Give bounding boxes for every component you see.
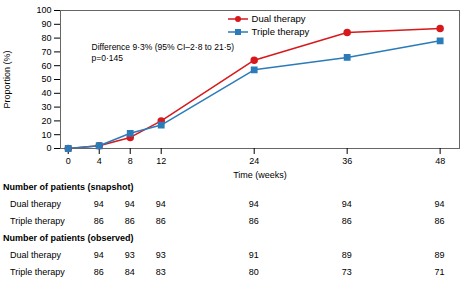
- svg-text:8: 8: [128, 156, 133, 166]
- html-text:Triple therapy: Triple therapy: [10, 216, 65, 226]
- svg-text:48: 48: [435, 156, 445, 166]
- html-text:94: 94: [124, 199, 135, 209]
- svg-text:30: 30: [41, 102, 51, 112]
- html-text:86: 86: [155, 216, 166, 226]
- html-text:Number of patients (observed): Number of patients (observed): [3, 233, 134, 243]
- html-text:94: 94: [155, 199, 166, 209]
- html-text:94: 94: [341, 199, 352, 209]
- html-text:89: 89: [434, 250, 445, 260]
- html-text:94: 94: [93, 250, 104, 260]
- html-text:94: 94: [434, 199, 445, 209]
- svg-text:24: 24: [249, 156, 259, 166]
- html-text:Number of patients (snapshot): Number of patients (snapshot): [3, 182, 134, 192]
- html-text:71: 71: [434, 267, 445, 277]
- svg-text:40: 40: [41, 88, 51, 98]
- svg-text:36: 36: [342, 156, 352, 166]
- svg-text:p=0·145: p=0·145: [91, 53, 123, 63]
- html-text:86: 86: [93, 216, 104, 226]
- html-text:93: 93: [124, 250, 135, 260]
- svg-text:50: 50: [41, 74, 51, 84]
- svg-text:4: 4: [97, 156, 102, 166]
- svg-text:Time (weeks): Time (weeks): [233, 170, 287, 180]
- svg-text:0: 0: [46, 143, 51, 153]
- svg-text:90: 90: [41, 19, 51, 29]
- html-text:93: 93: [155, 250, 166, 260]
- html-text:80: 80: [248, 267, 259, 277]
- html-text:Triple therapy: Triple therapy: [251, 26, 310, 37]
- html-text:94: 94: [93, 199, 104, 209]
- html-text:Dual therapy: Dual therapy: [251, 13, 306, 24]
- html-text:Dual therapy: Dual therapy: [10, 199, 61, 209]
- html-text:Dual therapy: Dual therapy: [10, 250, 61, 260]
- html-text:Triple therapy: Triple therapy: [10, 267, 65, 277]
- html-text:86: 86: [434, 216, 445, 226]
- html-text:89: 89: [341, 250, 352, 260]
- svg-text:0: 0: [66, 156, 71, 166]
- html-text:84: 84: [124, 267, 135, 277]
- svg-text:70: 70: [41, 47, 51, 57]
- html-text:91: 91: [248, 250, 259, 260]
- svg-text:20: 20: [41, 116, 51, 126]
- svg-text:12: 12: [156, 156, 166, 166]
- svg-text:Proportion (%): Proportion (%): [2, 50, 12, 108]
- html-text:73: 73: [341, 267, 352, 277]
- html-text:83: 83: [155, 267, 166, 277]
- html-text:86: 86: [248, 216, 259, 226]
- html-text:86: 86: [124, 216, 135, 226]
- html-text:86: 86: [93, 267, 104, 277]
- svg-text:100: 100: [36, 5, 51, 15]
- html-text:94: 94: [248, 199, 259, 209]
- svg-text:Difference 9·3% (95% CI–2·8 to: Difference 9·3% (95% CI–2·8 to 21·5): [91, 42, 234, 52]
- html-text:86: 86: [341, 216, 352, 226]
- svg-text:60: 60: [41, 61, 51, 71]
- svg-text:80: 80: [41, 33, 51, 43]
- svg-text:10: 10: [41, 130, 51, 140]
